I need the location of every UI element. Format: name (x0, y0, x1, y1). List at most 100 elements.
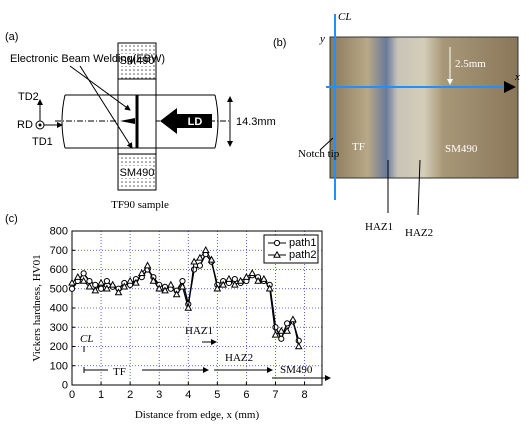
point (196, 253, 204, 261)
point (242, 272, 251, 280)
point (79, 276, 88, 284)
x-tick-label: 3 (156, 389, 162, 401)
point (97, 285, 105, 292)
x-tick-label: 1 (98, 389, 104, 401)
haz2-label: HAZ2 (405, 227, 433, 239)
point (178, 282, 187, 290)
point (114, 288, 123, 296)
point (277, 326, 286, 334)
point (248, 269, 257, 277)
point (161, 286, 169, 294)
point (172, 290, 181, 298)
point (68, 278, 76, 286)
label-bg (121, 166, 153, 178)
y-tick-label: 800 (50, 226, 68, 238)
point (278, 335, 285, 342)
y-label: y (319, 33, 325, 45)
point (272, 324, 279, 331)
point (73, 272, 82, 280)
annotation: HAZ1 (185, 325, 213, 337)
panel-label: (a) (5, 31, 18, 43)
y-tick-label: 200 (50, 341, 68, 353)
y-tick-label: 500 (50, 283, 68, 295)
legend-box (263, 234, 319, 264)
annotation: CL (80, 333, 93, 345)
point (283, 326, 291, 334)
annotation: SM490 (280, 364, 313, 376)
y-axis-label: Vickers hardness, HV01 (31, 254, 43, 361)
point (120, 282, 129, 290)
point (230, 280, 239, 288)
td1-label: TD1 (32, 136, 53, 148)
leader (69, 65, 131, 111)
point (80, 270, 87, 277)
point (289, 315, 297, 323)
point (271, 330, 280, 338)
point (184, 303, 193, 311)
x-tick-label: 8 (301, 389, 307, 401)
point (190, 257, 198, 265)
y-tick-label: 100 (50, 360, 68, 372)
point (103, 284, 111, 292)
panel-label: (b) (273, 37, 286, 49)
y-tick-label: 700 (50, 245, 68, 257)
point (126, 276, 134, 284)
haz1-label: HAZ1 (365, 221, 393, 233)
x-tick-label: 2 (127, 389, 133, 401)
annotation: TF (113, 366, 126, 378)
block (117, 147, 157, 155)
plot-frame (71, 230, 323, 386)
y-tick-label: 300 (50, 322, 68, 334)
x-tick-label: 4 (185, 389, 191, 401)
point (103, 277, 110, 285)
point (108, 280, 117, 288)
point (207, 255, 216, 263)
leader (417, 159, 421, 216)
ebw-label: Electronic Beam Welding(EBW) (10, 53, 165, 65)
point (166, 280, 175, 288)
legend-marker (273, 250, 281, 258)
point (294, 342, 303, 350)
point (213, 284, 222, 292)
point (68, 285, 76, 292)
ld-label: LD (188, 116, 203, 128)
point (132, 278, 140, 286)
legend-label: path2 (289, 249, 317, 261)
point (190, 266, 198, 273)
point (149, 276, 158, 284)
point (143, 261, 152, 269)
point (236, 276, 245, 284)
point (201, 246, 210, 253)
point (284, 320, 291, 327)
panel-c: (c) CL TF HAZ1 HAZ2 SM490 0 100 200 300 400 5… (5, 213, 331, 421)
point (254, 276, 262, 284)
point (97, 278, 105, 286)
point (196, 262, 204, 269)
point (155, 284, 164, 292)
td2-label: TD2 (18, 91, 39, 103)
cl-label: CL (338, 11, 351, 23)
thickness-label: 14.3mm (236, 116, 276, 128)
x-tick-label: 6 (243, 389, 249, 401)
leader (319, 137, 334, 151)
x-tick-label: 5 (214, 389, 220, 401)
caption: TF90 sample (111, 199, 169, 211)
y-tick-label: 0 (62, 380, 68, 392)
x-tick-label: 0 (69, 389, 75, 401)
ld-arrow (160, 108, 212, 134)
legend-label: path1 (289, 237, 317, 249)
sm490-label: SM490 (445, 143, 478, 155)
x-tick-label: 7 (272, 389, 278, 401)
sm490-label: SM490 (120, 167, 155, 179)
leader (79, 65, 133, 149)
legend-marker (273, 239, 281, 247)
point (225, 274, 233, 282)
sm490-label: SM490 (120, 55, 155, 67)
series-line (71, 252, 300, 341)
photo (329, 36, 519, 179)
x-axis-label: Distance from edge, x (mm) (135, 409, 260, 421)
x-label: x (514, 71, 520, 83)
notch (120, 118, 135, 124)
point (137, 269, 146, 277)
